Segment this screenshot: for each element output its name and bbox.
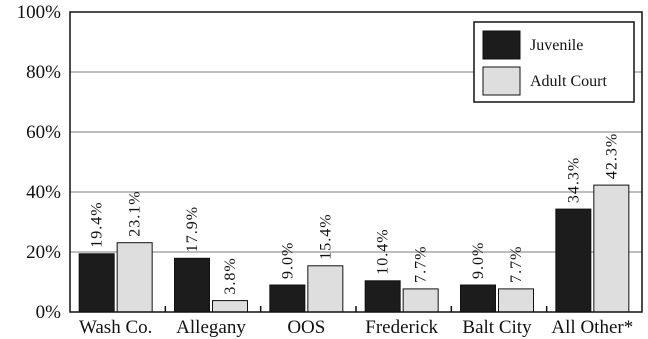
y-tick-label: 100% xyxy=(17,2,62,23)
data-label: 7.7% xyxy=(413,246,430,283)
bar-adult-court xyxy=(498,288,534,313)
bar-juvenile xyxy=(78,253,115,313)
x-tick-label: Wash Co. xyxy=(79,317,152,338)
bar-juvenile xyxy=(364,280,401,313)
data-label: 23.1% xyxy=(127,190,144,236)
bar-juvenile xyxy=(460,284,496,313)
y-tick-label: 0% xyxy=(36,302,62,323)
x-tick-label: OOS xyxy=(287,317,325,338)
data-label: 9.0% xyxy=(279,242,296,279)
bar-adult-court xyxy=(307,265,344,313)
data-label: 9.0% xyxy=(470,242,487,279)
legend: Juvenile Adult Court xyxy=(473,21,635,103)
data-label: 17.9% xyxy=(184,206,201,252)
bar-adult-court xyxy=(402,288,439,313)
legend-swatch xyxy=(482,66,521,96)
data-label: 10.4% xyxy=(375,228,392,274)
x-tick-label: Allegany xyxy=(176,317,246,338)
bar-adult-court xyxy=(212,300,248,313)
legend-swatch xyxy=(482,30,521,60)
data-labels: 19.4% 23.1% 17.9% 3.8% 9.0% 15.4% 10.4% 7.7% 9.0… xyxy=(89,133,621,295)
data-label: 7.7% xyxy=(508,246,525,283)
bar-adult-court xyxy=(593,184,630,313)
x-tick-label: Frederick xyxy=(365,317,438,338)
data-label: 3.8% xyxy=(222,257,239,294)
bars xyxy=(78,184,630,313)
bar-juvenile xyxy=(555,208,592,313)
y-tick-label: 60% xyxy=(26,122,61,143)
y-tick-label: 20% xyxy=(26,242,61,263)
y-axis: 0% 20% 40% 60% 80% 100% xyxy=(17,2,62,323)
data-label: 19.4% xyxy=(89,201,106,247)
data-label: 42.3% xyxy=(603,133,620,179)
legend-label: Adult Court xyxy=(530,73,607,90)
y-tick-label: 80% xyxy=(26,62,61,83)
bar-adult-court xyxy=(116,242,153,313)
data-label: 15.4% xyxy=(317,213,334,259)
legend-label: Juvenile xyxy=(530,37,583,54)
data-label: 34.3% xyxy=(565,157,582,203)
x-tick-label: All Other* xyxy=(551,317,633,338)
x-tick-label: Balt City xyxy=(462,317,532,338)
y-tick-label: 40% xyxy=(26,182,61,203)
plot-frame xyxy=(69,11,643,313)
x-axis: Wash Co. Allegany OOS Frederick Balt City All… xyxy=(79,306,633,338)
bar-juvenile xyxy=(174,257,210,313)
bar-juvenile xyxy=(269,284,306,313)
